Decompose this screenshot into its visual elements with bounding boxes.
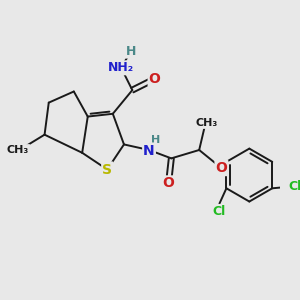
Text: H: H (151, 135, 160, 145)
Text: Cl: Cl (213, 205, 226, 218)
Text: O: O (215, 161, 227, 175)
Text: CH₃: CH₃ (195, 118, 217, 128)
Text: O: O (163, 176, 175, 190)
Text: N: N (143, 144, 155, 158)
Text: Cl: Cl (289, 180, 300, 194)
Text: NH₂: NH₂ (108, 61, 134, 74)
Text: CH₃: CH₃ (7, 145, 29, 155)
Text: O: O (149, 72, 161, 86)
Text: H: H (126, 45, 136, 58)
Text: S: S (102, 163, 112, 176)
